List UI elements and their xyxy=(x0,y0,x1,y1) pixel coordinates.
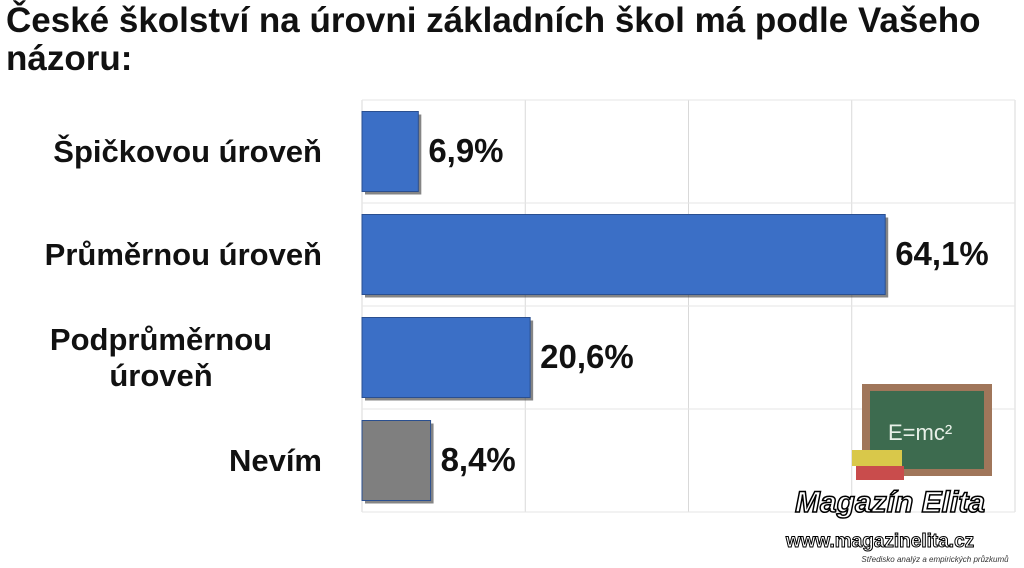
logo-url: www.magazinelita.cz xyxy=(785,531,974,552)
books xyxy=(852,450,902,466)
value-label: 8,4% xyxy=(441,441,516,478)
value-label: 20,6% xyxy=(540,338,634,375)
board-text: E=mc² xyxy=(888,420,952,445)
bar xyxy=(361,317,531,398)
logo-tagline: Středisko analýz a empirických průzkumů xyxy=(861,555,1009,564)
logo-name: Magazín Elita xyxy=(795,486,985,519)
bar xyxy=(361,111,419,192)
chart-title: České školství na úrovni základních škol… xyxy=(6,1,981,78)
category-label: Špičkovou úroveň xyxy=(53,133,322,169)
category-label: Průměrnou úroveň xyxy=(44,236,322,272)
value-label: 64,1% xyxy=(895,235,989,272)
books xyxy=(856,466,904,480)
category-label: Podprůměrnou úroveň xyxy=(49,321,273,393)
logo: E=mc² Magazín Elita www.magazinelita.cz … xyxy=(784,384,1009,564)
value-label: 6,9% xyxy=(428,132,503,169)
bar xyxy=(361,214,886,295)
plot-area: 6,9% 64,1% 20,6% 8,4% xyxy=(361,99,1016,513)
category-label: Nevím xyxy=(228,442,322,478)
bar xyxy=(361,420,432,501)
